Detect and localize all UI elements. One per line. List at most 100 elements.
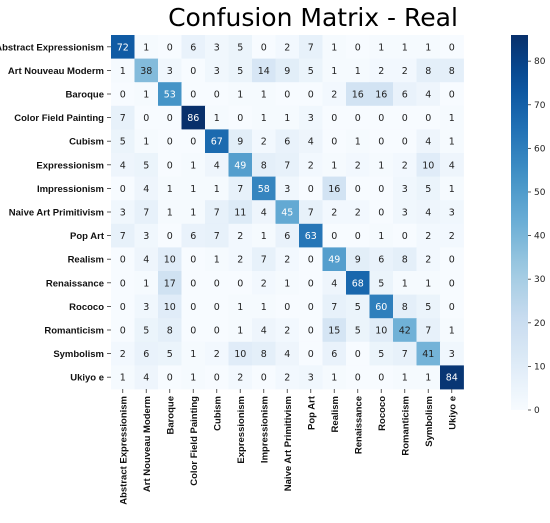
heatmap-cell bbox=[440, 200, 464, 225]
cell-value: 7 bbox=[308, 208, 314, 219]
heatmap-cell bbox=[322, 82, 347, 107]
cell-value: 7 bbox=[402, 349, 408, 360]
cell-value: 3 bbox=[308, 113, 314, 124]
row-label: Symbolism bbox=[53, 349, 104, 360]
cell-value: 4 bbox=[425, 208, 431, 219]
heatmap-cell bbox=[440, 318, 464, 343]
cell-value: 6 bbox=[284, 231, 290, 242]
heatmap-cell bbox=[346, 294, 370, 319]
cell-value: 0 bbox=[167, 137, 173, 148]
heatmap-cell bbox=[205, 341, 229, 366]
heatmap-cell bbox=[369, 341, 394, 366]
heatmap-cell bbox=[228, 200, 253, 225]
heatmap-cell bbox=[181, 82, 206, 107]
heatmap-cell bbox=[322, 129, 347, 154]
cell-value: 0 bbox=[425, 113, 431, 124]
heatmap-cell bbox=[275, 129, 300, 154]
cell-value: 1 bbox=[331, 66, 337, 77]
heatmap-cell bbox=[393, 35, 417, 59]
cell-value: 4 bbox=[214, 160, 220, 171]
cell-value: 49 bbox=[234, 160, 246, 171]
cell-value: 16 bbox=[375, 90, 387, 101]
heatmap-cell bbox=[252, 318, 276, 343]
cell-value: 7 bbox=[214, 208, 220, 219]
heatmap-cell bbox=[393, 58, 417, 83]
cell-value: 8 bbox=[167, 326, 173, 337]
heatmap-cell bbox=[440, 129, 464, 154]
heatmap-cell bbox=[158, 153, 182, 177]
cell-value: 4 bbox=[449, 160, 455, 171]
cell-value: 1 bbox=[237, 302, 243, 313]
heatmap-cell bbox=[393, 129, 417, 154]
row-label: Rococo bbox=[69, 302, 104, 313]
heatmap-cell bbox=[275, 153, 300, 177]
heatmap-cell bbox=[322, 35, 347, 59]
cell-value: 10 bbox=[164, 255, 176, 266]
cell-value: 1 bbox=[402, 373, 408, 384]
cell-value: 5 bbox=[425, 184, 431, 195]
cell-value: 0 bbox=[402, 137, 408, 148]
heatmap-cells: 72 1 0 6 3 5 0 2 7 1 0 1 1 1 01 38 3 0 3 5 14 9 5 1 1 2 2 8 80 1 53 0 0 1… bbox=[111, 35, 464, 390]
cell-value: 0 bbox=[261, 42, 267, 53]
cell-value: 0 bbox=[214, 326, 220, 337]
heatmap-cell bbox=[299, 365, 323, 390]
heatmap-cell bbox=[228, 318, 253, 343]
cell-value: 0 bbox=[167, 42, 173, 53]
heatmap-cell bbox=[322, 153, 347, 177]
heatmap-cell bbox=[440, 153, 464, 177]
row-label: Abstract Expressionism bbox=[0, 42, 104, 53]
cell-value: 8 bbox=[402, 255, 408, 266]
cell-value: 6 bbox=[190, 231, 196, 242]
colorbar-tick-label: 60 bbox=[534, 144, 546, 154]
heatmap-cell bbox=[158, 271, 182, 295]
cell-value: 0 bbox=[167, 231, 173, 242]
colorbar-tick-label: 0 bbox=[534, 406, 540, 416]
heatmap-cell bbox=[369, 247, 394, 272]
heatmap-cell bbox=[275, 82, 300, 107]
cell-value: 1 bbox=[190, 208, 196, 219]
cell-value: 4 bbox=[143, 184, 149, 195]
heatmap-cell bbox=[369, 82, 394, 107]
column-labels: Abstract Expressionism Art Nouveau Moderm… bbox=[118, 389, 458, 505]
heatmap-cell bbox=[440, 82, 464, 107]
cell-value: 0 bbox=[355, 373, 361, 384]
cell-value: 9 bbox=[355, 255, 361, 266]
cell-value: 2 bbox=[355, 208, 361, 219]
cell-value: 0 bbox=[190, 137, 196, 148]
cell-value: 0 bbox=[449, 278, 455, 289]
heatmap-cell bbox=[346, 200, 370, 225]
column-label: Baroque bbox=[165, 396, 176, 435]
cell-value: 2 bbox=[402, 66, 408, 77]
column-label: Realism bbox=[330, 396, 341, 432]
cell-value: 7 bbox=[261, 255, 267, 266]
cell-value: 1 bbox=[425, 373, 431, 384]
heatmap-cell bbox=[158, 341, 182, 366]
cell-value: 2 bbox=[261, 278, 267, 289]
heatmap-cell bbox=[416, 35, 441, 59]
heatmap-cell bbox=[369, 318, 394, 343]
heatmap-cell bbox=[346, 365, 370, 390]
heatmap-cell bbox=[228, 341, 253, 366]
heatmap-cell bbox=[322, 200, 347, 225]
heatmap-cell bbox=[252, 271, 276, 295]
heatmap-cell bbox=[205, 223, 229, 248]
cell-value: 0 bbox=[261, 373, 267, 384]
heatmap-cell bbox=[393, 153, 417, 177]
cell-value: 1 bbox=[214, 255, 220, 266]
heatmap-cell bbox=[299, 153, 323, 177]
heatmap-cell bbox=[228, 153, 253, 177]
colorbar-tick-label: 30 bbox=[534, 275, 546, 285]
heatmap-cell bbox=[228, 176, 253, 201]
heatmap-cell bbox=[369, 105, 394, 130]
cell-value: 0 bbox=[378, 184, 384, 195]
cell-value: 1 bbox=[261, 113, 267, 124]
cell-value: 2 bbox=[237, 373, 243, 384]
heatmap-cell bbox=[322, 223, 347, 248]
cell-value: 8 bbox=[261, 349, 267, 360]
row-label: Romanticism bbox=[44, 326, 104, 337]
cell-value: 3 bbox=[308, 373, 314, 384]
heatmap-cell bbox=[252, 247, 276, 272]
cell-value: 17 bbox=[164, 278, 176, 289]
heatmap-cell bbox=[134, 82, 159, 107]
heatmap-cell bbox=[299, 247, 323, 272]
